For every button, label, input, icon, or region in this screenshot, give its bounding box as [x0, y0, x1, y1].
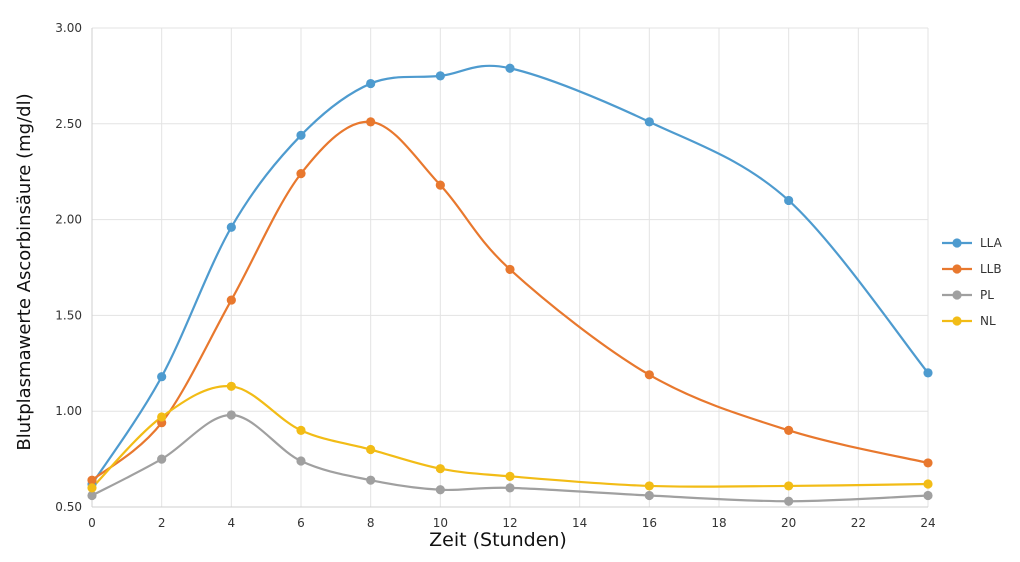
data-point-llb — [87, 475, 97, 485]
x-tick-label: 24 — [920, 516, 935, 530]
axes: 0 2 4 6 8 10 12 14 16 18 20 22 240.501.001.502.002.5… — [55, 21, 935, 530]
data-point-lla — [296, 130, 306, 140]
data-point-lla — [923, 368, 933, 378]
x-tick-label: 8 — [367, 516, 375, 530]
data-point-llb — [644, 370, 654, 380]
legend-item-llb: LLB — [942, 262, 1002, 276]
legend-label-nl: NL — [980, 314, 996, 328]
data-point-pl — [923, 490, 933, 501]
data-point-lla — [505, 63, 515, 73]
legend-label-llb: LLB — [980, 262, 1002, 276]
x-tick-label: 22 — [851, 516, 866, 530]
x-tick-label: 0 — [88, 516, 96, 530]
data-point-llb — [226, 295, 236, 305]
y-tick-label: 0.50 — [55, 500, 82, 514]
legend-item-lla: LLA — [942, 236, 1003, 250]
x-tick-label: 2 — [158, 516, 166, 530]
data-point-lla — [226, 222, 236, 232]
y-tick-label: 1.00 — [55, 404, 82, 418]
x-tick-label: 18 — [711, 516, 726, 530]
data-point-lla — [157, 372, 167, 382]
data-point-llb — [296, 169, 306, 179]
data-point-llb — [505, 264, 515, 275]
data-point-nl — [435, 464, 445, 474]
data-point-nl — [157, 412, 167, 422]
data-point-pl — [644, 490, 654, 501]
data-point-pl — [366, 475, 376, 485]
x-tick-label: 16 — [642, 516, 657, 530]
data-point-nl — [296, 425, 306, 435]
y-tick-label: 2.00 — [55, 213, 82, 227]
series-line-llb — [91, 120, 929, 482]
data-point-lla — [644, 117, 654, 127]
data-point-nl — [784, 481, 794, 491]
series-line-nl — [91, 385, 929, 489]
x-tick-label: 10 — [433, 516, 448, 530]
x-tick-label: 6 — [297, 516, 305, 530]
series-lines — [91, 64, 929, 503]
data-point-pl — [505, 483, 515, 493]
y-tick-label: 3.00 — [55, 21, 82, 35]
data-point-nl — [505, 471, 515, 481]
data-point-nl — [366, 444, 376, 455]
x-tick-label: 14 — [572, 516, 587, 530]
series-line-lla — [91, 64, 929, 485]
data-point-llb — [784, 425, 794, 435]
x-tick-label: 20 — [781, 516, 796, 530]
y-tick-label: 2.50 — [55, 117, 82, 131]
data-point-pl — [157, 454, 167, 464]
data-point-llb — [923, 458, 933, 468]
data-point-lla — [366, 78, 376, 89]
y-axis-title: Blutplasmawerte Ascorbinsäure (mg/dl) — [14, 93, 35, 450]
data-point-nl — [923, 479, 933, 489]
data-point-nl — [87, 483, 97, 493]
data-point-nl — [226, 381, 236, 391]
legend: LLA LLB PL NL — [942, 236, 1003, 328]
data-point-pl — [784, 496, 794, 506]
legend-item-pl: PL — [942, 288, 994, 302]
legend-marker-lla — [952, 238, 962, 248]
data-point-pl — [296, 456, 306, 466]
data-point-pl — [87, 490, 97, 501]
data-point-pl — [226, 410, 236, 420]
series-points — [87, 63, 933, 506]
data-point-pl — [435, 485, 445, 495]
data-point-nl — [644, 481, 654, 491]
series-line-pl — [91, 413, 929, 503]
x-axis-title: Zeit (Stunden) — [429, 529, 567, 551]
data-point-llb — [435, 180, 445, 190]
legend-marker-nl — [952, 316, 962, 326]
data-point-llb — [366, 117, 376, 127]
legend-marker-pl — [952, 290, 962, 300]
legend-marker-llb — [952, 264, 962, 274]
x-tick-label: 12 — [502, 516, 517, 530]
data-point-lla — [435, 71, 445, 81]
legend-item-nl: NL — [942, 314, 996, 328]
legend-label-lla: LLA — [980, 236, 1003, 250]
y-tick-label: 1.50 — [55, 308, 82, 322]
x-tick-label: 4 — [228, 516, 236, 530]
legend-label-pl: PL — [980, 288, 994, 302]
data-point-lla — [784, 195, 794, 206]
